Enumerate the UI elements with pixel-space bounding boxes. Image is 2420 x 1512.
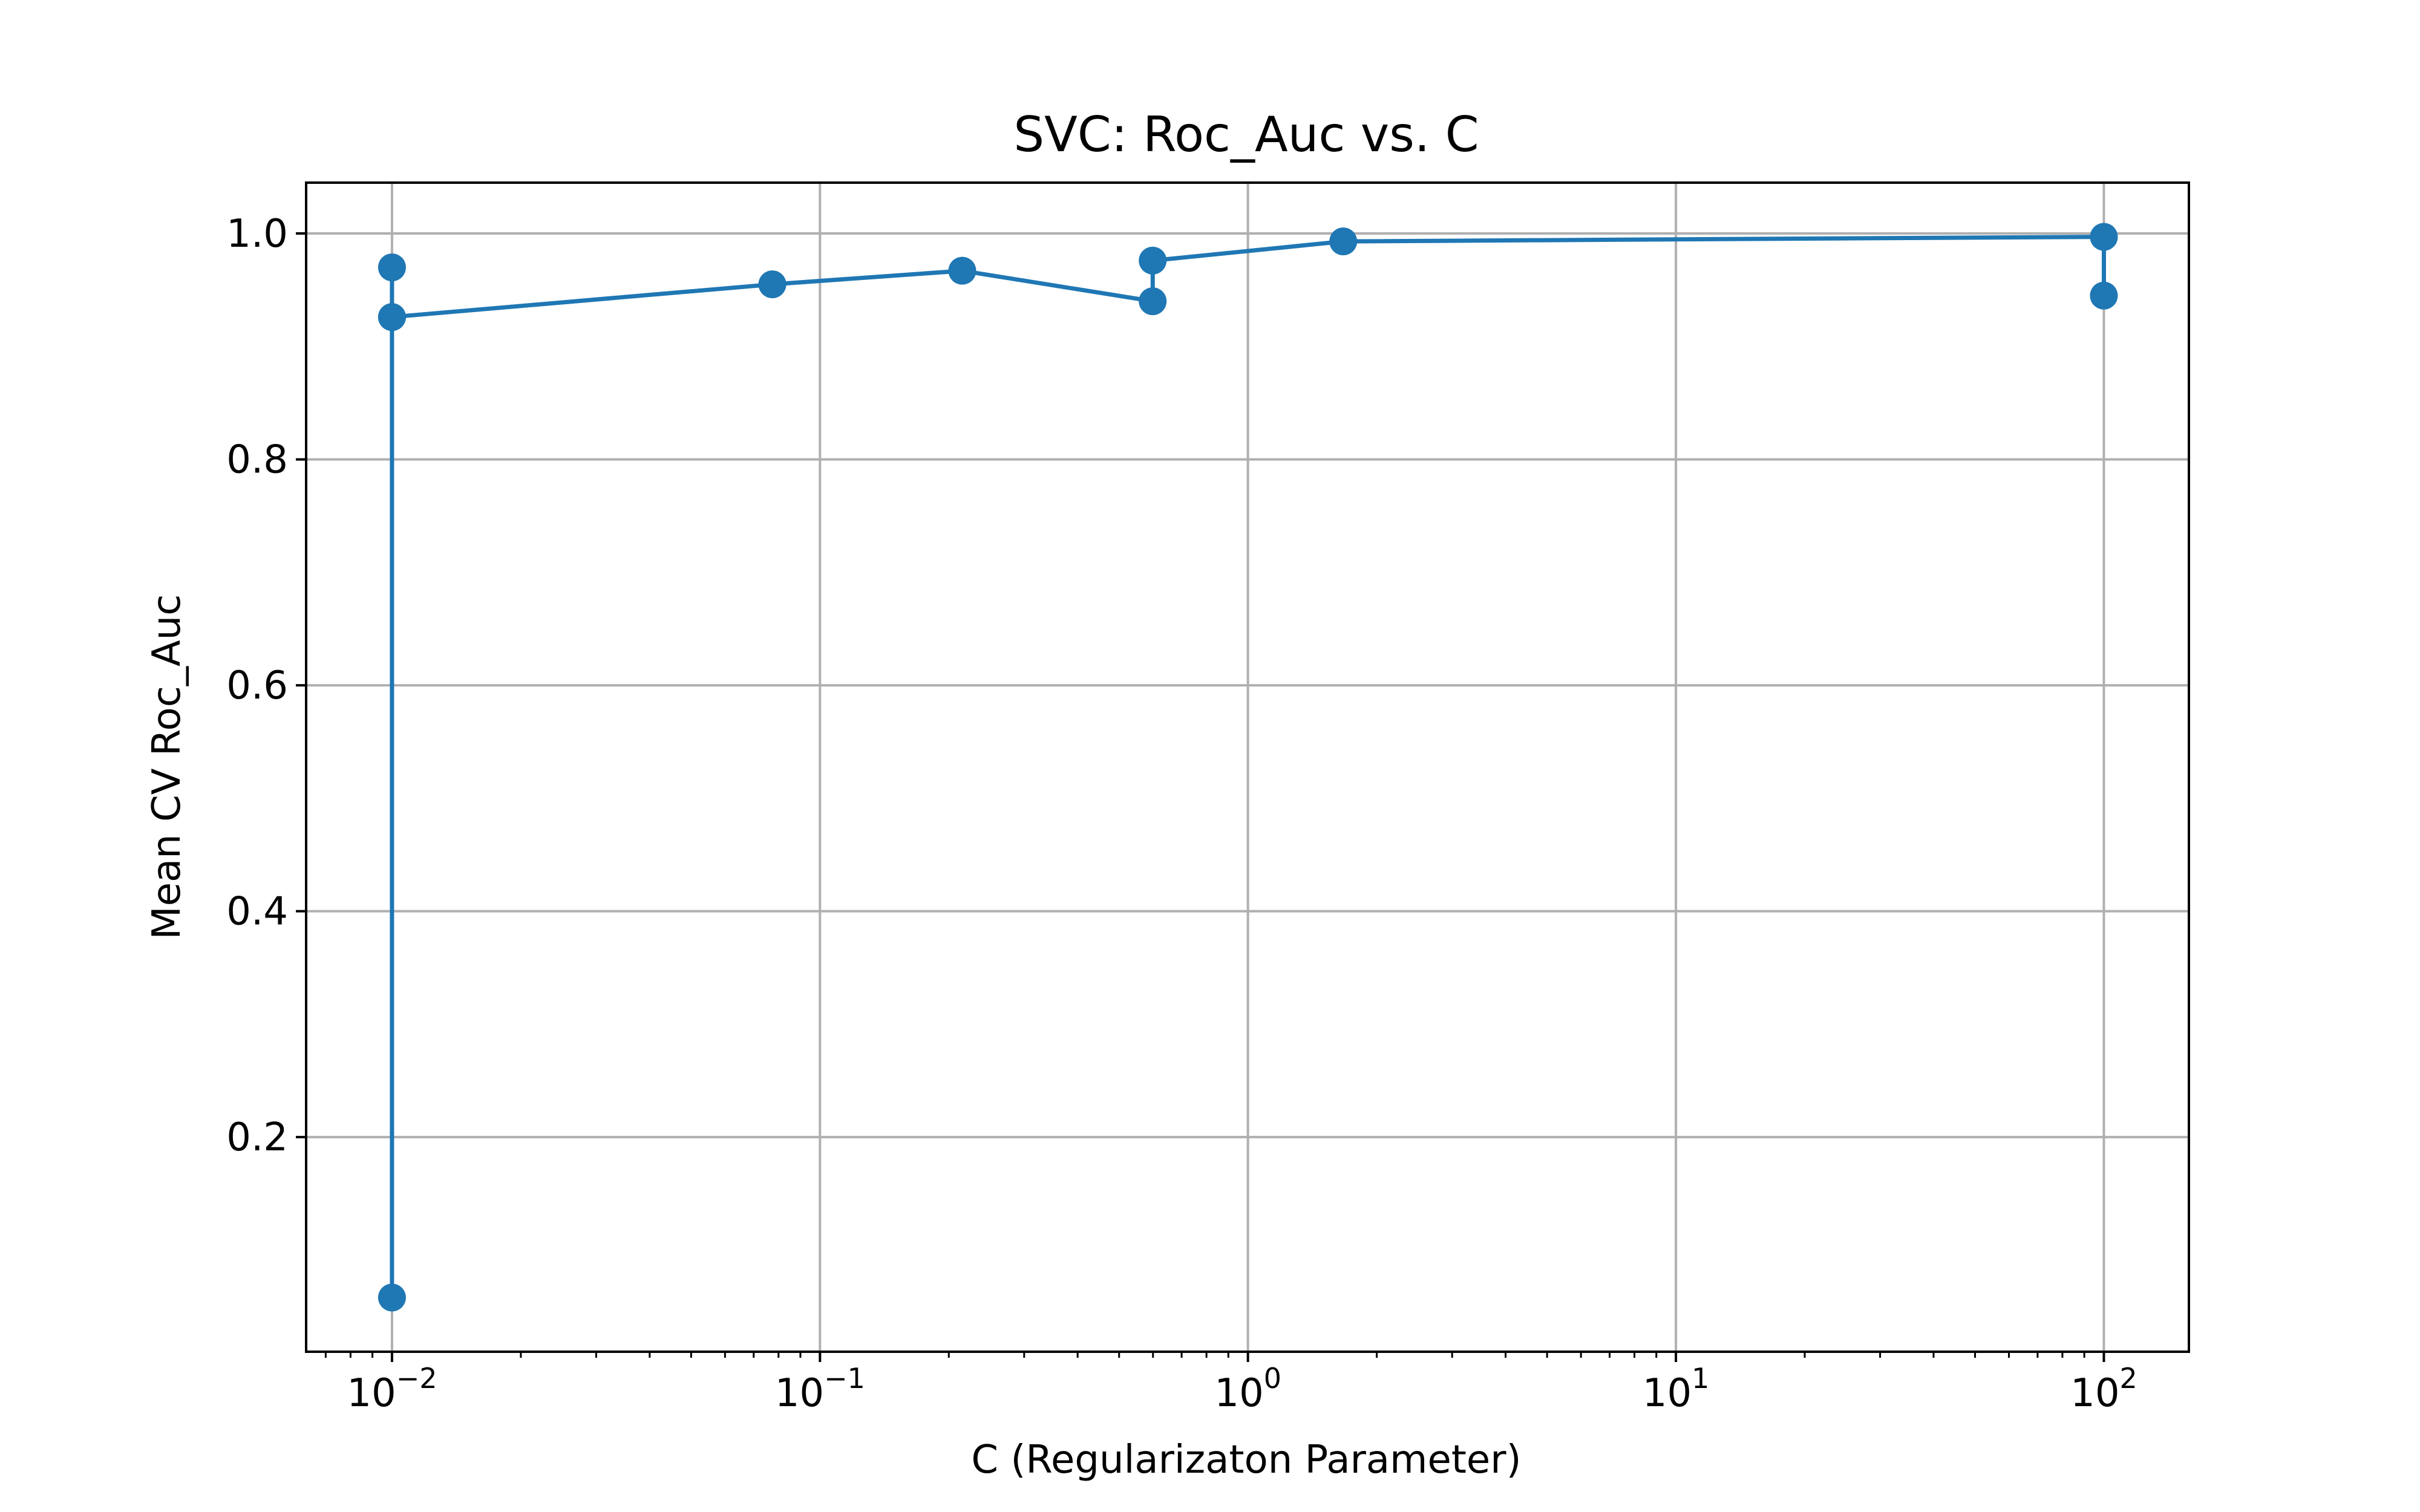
data-point (1139, 246, 1167, 275)
x-tick-label: 101 (1643, 1362, 1710, 1416)
y-tick-label: 0.2 (226, 1115, 288, 1160)
x-tick-label: 10−1 (775, 1362, 865, 1416)
data-point (378, 303, 406, 331)
x-tick-label-base: 10 (775, 1371, 824, 1416)
y-tick-label: 0.8 (226, 438, 288, 483)
x-tick-label-exponent: 1 (1692, 1362, 1709, 1395)
data-point (2090, 281, 2118, 310)
data-point (378, 253, 406, 282)
x-tick-label-base: 10 (1214, 1371, 1263, 1416)
series-layer (378, 223, 2118, 1312)
x-tick-label-base: 10 (1643, 1371, 1692, 1416)
x-tick-label-exponent: −1 (824, 1362, 865, 1395)
data-point (378, 1283, 406, 1312)
x-tick-label-exponent: 0 (1264, 1362, 1281, 1395)
data-point (758, 270, 786, 299)
data-point (2090, 223, 2118, 251)
x-tick-label: 102 (2070, 1362, 2137, 1416)
x-tick-label-base: 10 (347, 1371, 396, 1416)
y-axis-label: Mean CV Roc_Auc (145, 595, 189, 940)
chart-title: SVC: Roc_Auc vs. C (1013, 106, 1479, 163)
x-tick-label: 10−2 (347, 1362, 437, 1416)
x-tick-label-exponent: 2 (2120, 1362, 2137, 1395)
y-tick-label: 1.0 (226, 212, 288, 256)
x-tick-label-exponent: −2 (396, 1362, 437, 1395)
x-tick-label: 100 (1214, 1362, 1281, 1416)
x-tick-label-base: 10 (2070, 1371, 2119, 1416)
data-point (1139, 287, 1167, 316)
x-axis-label: C (Regularizaton Parameter) (971, 1438, 1521, 1482)
y-tick-label: 0.6 (226, 663, 288, 708)
ticks: 0.20.40.60.81.010−2 10−1 100 101 102 (226, 212, 2137, 1416)
labels: SVC: Roc_Auc vs. C C (Regularizaton Para… (145, 106, 1522, 1482)
data-point (948, 256, 976, 285)
data-point (1329, 227, 1358, 256)
y-tick-label: 0.4 (226, 890, 288, 934)
